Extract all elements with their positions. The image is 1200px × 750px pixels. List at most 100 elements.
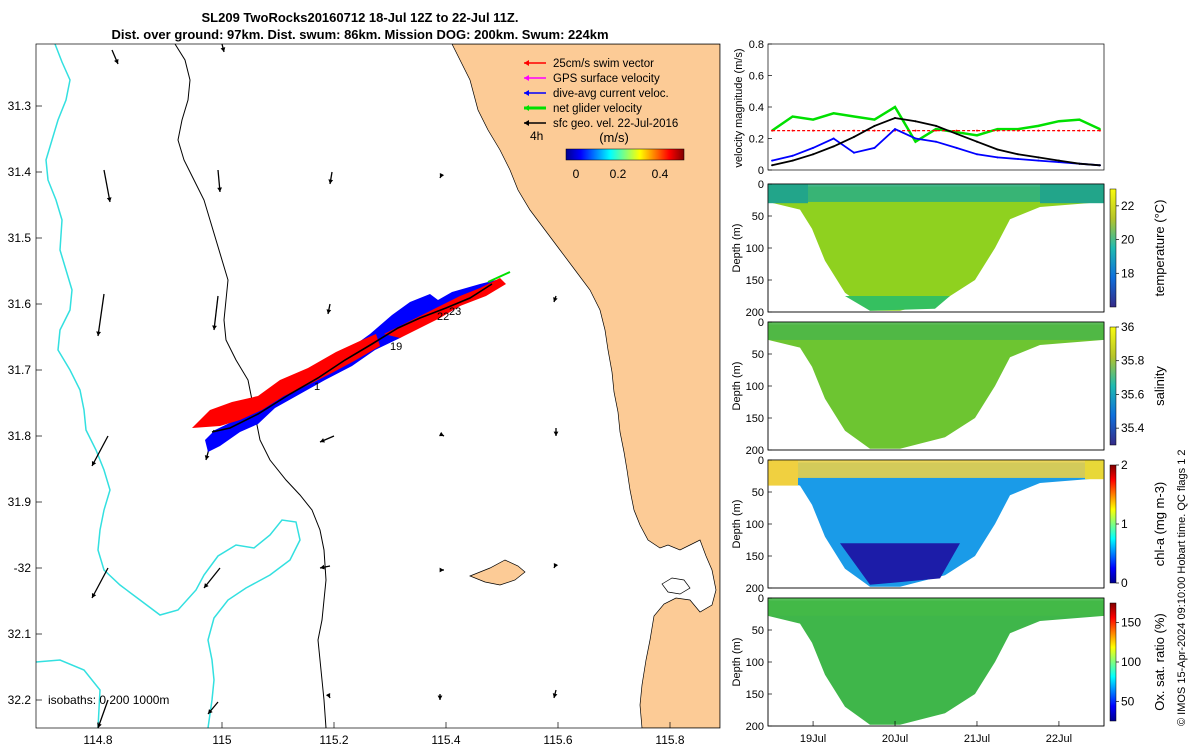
velocity-point xyxy=(935,129,937,132)
velocity-lines xyxy=(771,105,1101,167)
velocity-point xyxy=(873,118,876,121)
velocity-point xyxy=(1078,118,1081,121)
figure-title-line2: Dist. over ground: 97km. Dist. swum: 86k… xyxy=(111,27,609,42)
colorbar-tick-label: 50 xyxy=(1121,694,1135,708)
colorbar-tick-label: 0 xyxy=(1121,576,1128,590)
section-colorbar xyxy=(1109,326,1117,446)
depth-tick-label: 50 xyxy=(752,625,764,637)
depth-tick-label: 50 xyxy=(752,349,764,361)
depth-tick-label: 100 xyxy=(746,519,764,531)
map-x-tick-label: 115 xyxy=(212,733,231,747)
temperature-west-band xyxy=(768,184,808,204)
velocity-point xyxy=(873,129,876,132)
velocity-point xyxy=(996,129,999,132)
colorbar-tick-label: 35.4 xyxy=(1121,421,1145,435)
track-label-1: 1 xyxy=(314,381,320,393)
section-data-area xyxy=(768,186,1104,311)
depth-tick-label: 100 xyxy=(746,657,764,669)
velocity-point xyxy=(996,156,999,159)
velocity-point xyxy=(955,146,958,149)
geo-arrowhead xyxy=(553,431,559,436)
geo-arrowhead xyxy=(553,563,559,568)
geo-arrowhead xyxy=(439,173,445,178)
geo-arrowhead xyxy=(320,564,325,570)
island xyxy=(469,559,526,586)
map-y-tick-label: 32.1 xyxy=(8,627,32,641)
velocity-point xyxy=(996,128,999,131)
geo-velocity-arrow xyxy=(97,699,109,729)
geo-arrowhead xyxy=(91,461,97,466)
velocity-point xyxy=(853,115,855,118)
depth-tick-label: 0 xyxy=(758,455,764,467)
section-colorbar xyxy=(1109,464,1117,584)
velocity-ylabel: velocity magnitude (m/s) xyxy=(733,48,745,167)
velocity-point xyxy=(771,129,774,132)
geo-arrowhead xyxy=(326,309,332,314)
section-colorbar-label: chl-a (mg m-3) xyxy=(1152,482,1167,567)
geo-velocity-arrow xyxy=(213,295,219,331)
geo-arrowhead xyxy=(439,431,444,437)
velocity-point xyxy=(976,153,978,156)
legend-arrowhead xyxy=(524,90,529,96)
velocity-point xyxy=(1037,156,1040,159)
velocity-point xyxy=(1017,129,1019,132)
colorbar-tick-label: 36 xyxy=(1121,320,1135,334)
geo-arrowhead xyxy=(320,438,325,443)
swim-vector-fill xyxy=(192,334,380,428)
depth-tick-label: 200 xyxy=(746,307,764,319)
velocity-point xyxy=(1057,161,1060,164)
isobath-1000m-west xyxy=(36,659,101,728)
map-y-tick-label: 32.2 xyxy=(8,693,32,707)
velocity-point xyxy=(914,137,917,140)
velocity-point xyxy=(1078,129,1081,132)
section-colorbar-label: temperature (°C) xyxy=(1152,200,1167,297)
section-colorbar-label: Ox. sat. ratio (%) xyxy=(1152,613,1167,711)
land-mass xyxy=(451,44,720,728)
map-frame xyxy=(35,43,721,729)
geo-velocity-arrow xyxy=(103,169,111,203)
geo-arrowhead xyxy=(114,59,119,64)
isobath-200m xyxy=(174,44,327,728)
glider-track: 1 22 23 19 xyxy=(192,271,511,452)
section-data-area xyxy=(768,324,1104,449)
velocity-point xyxy=(996,148,999,151)
geo-velocity-arrow xyxy=(91,567,109,599)
velocity-point xyxy=(873,146,876,149)
track-label-22: 22 xyxy=(437,311,449,323)
section-surface-band xyxy=(768,598,1104,616)
imos-credit: © IMOS 15-Apr-2024 09:10:00 Hobart time.… xyxy=(1176,449,1188,726)
velocity-point xyxy=(955,129,958,132)
velocity-point xyxy=(812,118,815,121)
velocity-y-axis: 0 0.2 0.4 0.6 0.8 xyxy=(749,39,772,177)
velocity-point xyxy=(812,129,815,132)
velocity-point xyxy=(1057,159,1060,162)
geo-arrowhead xyxy=(552,693,558,698)
depth-tick-label: 150 xyxy=(746,689,764,701)
map-y-tick-label: 31.9 xyxy=(8,495,32,509)
geo-arrowhead xyxy=(106,197,112,202)
isobath-1000m xyxy=(45,44,301,728)
map-y-tick-label: -32 xyxy=(14,561,32,575)
velocity-y-tick-label: 0.2 xyxy=(749,134,764,146)
velocity-point xyxy=(976,134,978,137)
time-axis: 19Jul 20Jul 21Jul 22Jul xyxy=(800,721,1072,745)
velocity-panel: 0 0.2 0.4 0.6 0.8 velocity magnitude (m/s) xyxy=(733,39,1105,177)
geo-arrowhead xyxy=(328,179,334,184)
velocity-point xyxy=(1037,129,1040,132)
section-colorbar-label: salinity xyxy=(1152,366,1167,406)
velocity-point xyxy=(832,137,835,140)
depth-tick-label: 200 xyxy=(746,721,764,733)
velocity-point xyxy=(1098,164,1101,167)
velocity-point xyxy=(832,112,835,115)
velocity-point xyxy=(1078,162,1081,165)
colorbar-tick-0.4: 0.4 xyxy=(652,167,669,181)
depth-tick-label: 0 xyxy=(758,317,764,329)
section-surface-band xyxy=(768,460,1104,478)
velocity-point xyxy=(935,140,937,143)
velocity-point xyxy=(812,153,815,156)
velocity-point xyxy=(894,117,896,119)
section-panel-salinity: 0 50 100 150 200 Depth (m) 36 35.8 35.6 35.4 salin… xyxy=(731,317,1167,457)
chla-west-high xyxy=(768,460,798,486)
geo-arrowhead xyxy=(204,583,209,588)
